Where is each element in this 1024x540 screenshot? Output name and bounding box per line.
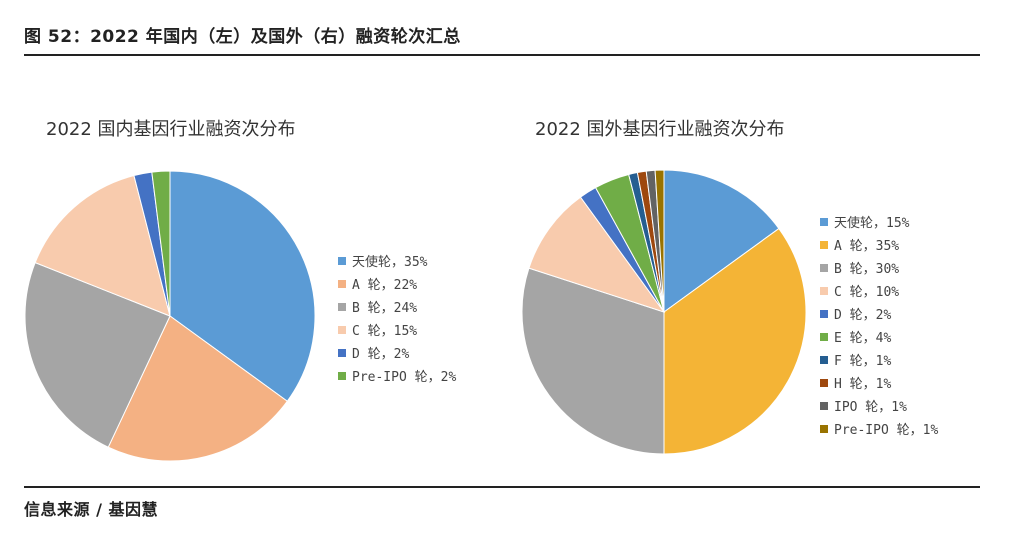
legend-label: C 轮，10% — [834, 285, 900, 300]
left-chart-title: 2022 国内基因行业融资次分布 — [46, 119, 296, 140]
pie-slice — [663, 169, 780, 313]
legend-label: A 轮，22% — [352, 278, 418, 293]
legend-swatch — [820, 286, 828, 295]
figure-title: 图 52：2022 年国内（左）及国外（右）融资轮次汇总 — [24, 27, 461, 47]
legend-swatch — [338, 302, 346, 311]
bottom-rule — [24, 486, 980, 488]
foreign-legend: 天使轮，15% A 轮，35% B 轮，30% C 轮，10% D 轮，2% E 轮，4%… — [820, 210, 938, 440]
legend-item: F 轮，1% — [820, 348, 938, 371]
legend-label: H 轮，1% — [834, 377, 892, 392]
legend-item: 天使轮，15% — [820, 210, 938, 233]
legend-swatch — [820, 309, 828, 318]
legend-label: IPO 轮，1% — [834, 400, 907, 415]
legend-item: C 轮，10% — [820, 279, 938, 302]
legend-swatch — [338, 348, 346, 357]
legend-label: B 轮，30% — [834, 262, 900, 277]
legend-item: B 轮，30% — [820, 256, 938, 279]
legend-label: Pre-IPO 轮，2% — [352, 370, 457, 385]
legend-item: H 轮，1% — [820, 371, 938, 394]
legend-swatch — [820, 332, 828, 341]
pie-slice — [151, 170, 171, 317]
legend-item: A 轮，35% — [820, 233, 938, 256]
pie-slice — [663, 227, 807, 455]
legend-swatch — [820, 217, 828, 226]
legend-swatch — [820, 263, 828, 272]
pie-slice — [528, 196, 666, 313]
pie-slice — [654, 169, 665, 313]
pie-slice — [169, 170, 316, 402]
legend-item: A 轮，22% — [338, 272, 456, 295]
top-rule — [24, 54, 980, 56]
legend-label: B 轮，24% — [352, 301, 418, 316]
legend-item: Pre-IPO 轮，1% — [820, 417, 938, 440]
legend-item: E 轮，4% — [820, 325, 938, 348]
legend-item: C 轮，15% — [338, 318, 456, 341]
legend-label: 天使轮，15% — [834, 216, 910, 231]
legend-swatch — [338, 325, 346, 334]
pie-slice — [24, 261, 171, 448]
legend-item: D 轮，2% — [820, 302, 938, 325]
pie-slice — [34, 174, 171, 317]
legend-item: Pre-IPO 轮，2% — [338, 364, 456, 387]
legend-swatch — [820, 424, 828, 433]
legend-swatch — [820, 355, 828, 364]
legend-label: D 轮，2% — [834, 308, 892, 323]
legend-swatch — [820, 240, 828, 249]
source-note: 信息来源 / 基因慧 — [24, 500, 158, 519]
foreign-pie-chart — [521, 169, 807, 455]
legend-label: A 轮，35% — [834, 239, 900, 254]
domestic-pie-chart — [24, 170, 316, 462]
legend-label: E 轮，4% — [834, 331, 892, 346]
legend-label: Pre-IPO 轮，1% — [834, 423, 939, 438]
legend-swatch — [338, 279, 346, 288]
legend-swatch — [820, 401, 828, 410]
right-chart-title: 2022 国外基因行业融资次分布 — [535, 119, 785, 140]
legend-item: IPO 轮，1% — [820, 394, 938, 417]
legend-swatch — [338, 256, 346, 265]
legend-item: D 轮，2% — [338, 341, 456, 364]
pie-slice — [521, 267, 665, 455]
legend-item: B 轮，24% — [338, 295, 456, 318]
legend-label: F 轮，1% — [834, 354, 892, 369]
legend-swatch — [820, 378, 828, 387]
domestic-legend: 天使轮，35% A 轮，22% B 轮，24% C 轮，15% D 轮，2% Pre-IP… — [338, 249, 456, 387]
legend-label: D 轮，2% — [352, 347, 410, 362]
legend-item: 天使轮，35% — [338, 249, 456, 272]
legend-swatch — [338, 371, 346, 380]
legend-label: C 轮，15% — [352, 324, 418, 339]
legend-label: 天使轮，35% — [352, 255, 428, 270]
